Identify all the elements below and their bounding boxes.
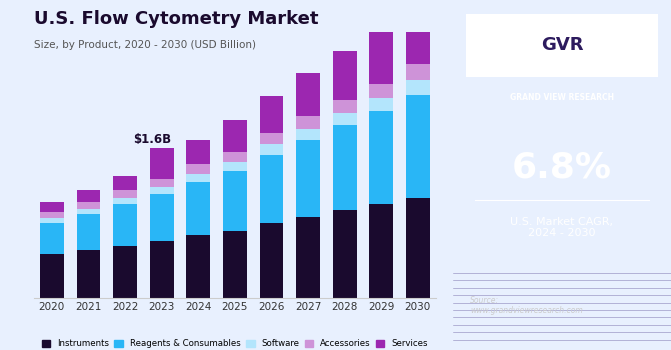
Bar xyxy=(150,241,174,298)
Bar xyxy=(333,125,356,210)
FancyBboxPatch shape xyxy=(466,14,658,77)
Bar xyxy=(187,140,210,164)
Bar xyxy=(150,187,174,194)
Bar xyxy=(150,178,174,187)
Text: Size, by Product, 2020 - 2030 (USD Billion): Size, by Product, 2020 - 2030 (USD Billi… xyxy=(34,40,256,50)
Bar xyxy=(76,214,101,250)
Bar xyxy=(113,246,137,298)
Bar xyxy=(333,210,356,298)
Bar xyxy=(187,235,210,298)
Bar xyxy=(369,204,393,298)
Bar xyxy=(260,223,283,298)
Bar xyxy=(296,73,320,116)
Bar xyxy=(113,190,137,198)
Bar xyxy=(187,182,210,235)
Bar xyxy=(260,96,283,133)
Bar xyxy=(333,51,356,100)
Bar xyxy=(369,27,393,84)
Bar xyxy=(406,1,429,64)
Text: GRAND VIEW RESEARCH: GRAND VIEW RESEARCH xyxy=(510,93,614,103)
Bar xyxy=(113,198,137,204)
Text: U.S. Flow Cytometry Market: U.S. Flow Cytometry Market xyxy=(34,10,318,28)
Bar xyxy=(369,84,393,98)
Bar xyxy=(113,204,137,246)
Text: Source:
www.grandviewresearch.com: Source: www.grandviewresearch.com xyxy=(470,296,583,315)
Bar xyxy=(296,217,320,298)
Text: 6.8%: 6.8% xyxy=(512,151,612,185)
Bar xyxy=(113,176,137,190)
Bar xyxy=(150,194,174,241)
Bar xyxy=(40,202,64,212)
Bar xyxy=(187,164,210,174)
Legend: Instruments, Reagents & Consumables, Software, Accessories, Services: Instruments, Reagents & Consumables, Sof… xyxy=(38,336,431,350)
Bar xyxy=(223,120,247,152)
Bar xyxy=(406,198,429,298)
Bar xyxy=(260,144,283,155)
Bar xyxy=(260,133,283,144)
Bar xyxy=(40,254,64,298)
Bar xyxy=(76,250,101,298)
Bar xyxy=(223,162,247,171)
Bar xyxy=(76,202,101,209)
Bar xyxy=(406,64,429,80)
Bar xyxy=(333,100,356,113)
Bar xyxy=(260,155,283,223)
Text: U.S. Market CAGR,
2024 - 2030: U.S. Market CAGR, 2024 - 2030 xyxy=(511,217,613,238)
Text: $1.6B: $1.6B xyxy=(134,133,172,146)
Bar xyxy=(406,80,429,95)
Bar xyxy=(40,223,64,254)
Bar xyxy=(76,209,101,214)
Bar xyxy=(369,98,393,111)
Bar xyxy=(296,116,320,129)
Text: GVR: GVR xyxy=(541,36,583,55)
Bar xyxy=(296,140,320,217)
Bar xyxy=(223,152,247,162)
Bar xyxy=(40,218,64,223)
Bar xyxy=(76,190,101,202)
Bar xyxy=(40,212,64,218)
Bar xyxy=(223,231,247,298)
Bar xyxy=(223,171,247,231)
Bar xyxy=(150,148,174,178)
Bar xyxy=(296,129,320,140)
Bar xyxy=(333,113,356,125)
Bar xyxy=(187,174,210,182)
Bar xyxy=(369,111,393,204)
Bar xyxy=(406,95,429,198)
